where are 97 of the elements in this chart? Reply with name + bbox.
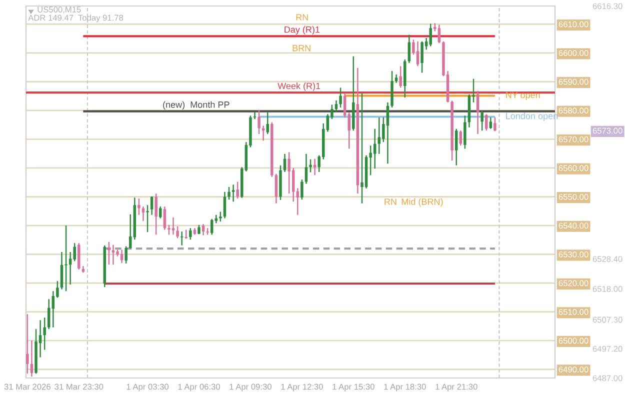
y2-tick-label: 6616.30 bbox=[592, 3, 622, 10]
candlestick bbox=[476, 90, 480, 135]
candlestick bbox=[73, 242, 76, 262]
candlestick bbox=[485, 114, 488, 132]
candlestick bbox=[150, 196, 154, 216]
candlestick bbox=[236, 181, 239, 200]
candlestick bbox=[189, 227, 192, 240]
candlestick bbox=[176, 226, 179, 239]
y-tick-label: 6600.00 bbox=[558, 50, 588, 56]
candlestick bbox=[26, 314, 29, 374]
candlestick bbox=[159, 206, 162, 219]
annotation: BRN bbox=[292, 44, 310, 52]
candlestick bbox=[138, 198, 140, 216]
candlestick bbox=[202, 223, 205, 236]
y-tick-label: 6550.00 bbox=[558, 194, 588, 200]
candlestick bbox=[304, 153, 308, 184]
annotation: RN bbox=[296, 14, 308, 20]
candlestick bbox=[180, 230, 184, 246]
candlestick bbox=[146, 204, 149, 233]
y2-tick-label: 6507.30 bbox=[592, 316, 622, 323]
x-tick-label: 31 Mar 2026 bbox=[4, 384, 50, 390]
candlestick bbox=[78, 242, 80, 270]
x-tick-label: 1 Apr 03:30 bbox=[126, 384, 169, 392]
annotation: London open bbox=[506, 112, 558, 121]
candlestick bbox=[480, 110, 484, 132]
y2-tick-label: 6528.40 bbox=[592, 256, 622, 262]
y-tick-label: 6610.00 bbox=[558, 21, 588, 28]
y-tick-label: 6560.00 bbox=[558, 165, 588, 172]
annotation: Day (R)1 bbox=[284, 26, 320, 35]
candlestick bbox=[334, 100, 338, 112]
y2-tick-label: 6573.00 bbox=[592, 128, 622, 134]
y-tick-label: 6490.00 bbox=[558, 366, 588, 372]
candlestick bbox=[228, 186, 230, 200]
candlestick bbox=[274, 173, 278, 204]
candlestick bbox=[210, 218, 214, 236]
annotation: Week (R)1 bbox=[278, 82, 320, 91]
candlestick bbox=[288, 152, 290, 194]
candlestick bbox=[108, 241, 110, 266]
candlestick bbox=[429, 23, 432, 47]
candlestick bbox=[464, 114, 466, 150]
annotation: NY open bbox=[506, 92, 540, 100]
y-tick-label: 6580.00 bbox=[558, 108, 588, 114]
candlestick bbox=[258, 109, 260, 135]
candlestick bbox=[124, 246, 128, 264]
annotation: Mid (BRN) bbox=[402, 198, 443, 207]
candlestick bbox=[399, 66, 402, 88]
x-tick-label: 1 Apr 15:30 bbox=[332, 384, 374, 392]
x-tick-label: 1 Apr 09:30 bbox=[230, 384, 272, 392]
candlestick bbox=[43, 316, 46, 350]
y2-tick-label: 6497.20 bbox=[592, 346, 622, 352]
candlestick bbox=[154, 192, 158, 236]
candlestick bbox=[52, 290, 55, 328]
annotation: RN bbox=[384, 198, 396, 205]
candlestick bbox=[373, 128, 376, 170]
candlestick bbox=[60, 251, 64, 290]
candlestick bbox=[300, 178, 304, 200]
x-tick-label: 1 Apr 18:30 bbox=[384, 384, 426, 392]
candlestick bbox=[253, 112, 256, 120]
y-tick-label: 6520.00 bbox=[558, 280, 588, 286]
candlestick bbox=[120, 249, 124, 264]
y-tick-label: 6570.00 bbox=[558, 136, 588, 142]
candlestick bbox=[232, 184, 235, 202]
candlestick bbox=[494, 116, 496, 132]
candlestick bbox=[459, 130, 462, 146]
candlestick bbox=[360, 92, 364, 204]
text: ADR 149.47 Today 91.78 bbox=[28, 14, 124, 22]
y2-tick-label: 6487.00 bbox=[592, 375, 622, 382]
y-tick-label: 6590.00 bbox=[558, 78, 588, 85]
candlestick bbox=[416, 40, 420, 67]
candlestick bbox=[339, 87, 342, 108]
candlestick bbox=[283, 153, 286, 173]
candlestick bbox=[309, 158, 312, 173]
annotation: (new) Month PP bbox=[163, 101, 230, 110]
candlestick bbox=[219, 211, 222, 222]
candlestick bbox=[454, 128, 458, 166]
candlestick bbox=[266, 112, 269, 135]
x-tick-label: 1 Apr 21:30 bbox=[436, 384, 478, 392]
candlestick bbox=[68, 251, 72, 286]
candlestick bbox=[129, 214, 132, 250]
chart-title: US500,M15 bbox=[38, 6, 81, 14]
candlestick bbox=[48, 298, 50, 330]
x-tick-label: 1 Apr 12:30 bbox=[281, 384, 323, 392]
candlestick bbox=[223, 191, 226, 219]
y-tick-label: 6500.00 bbox=[558, 338, 588, 344]
candlestick bbox=[438, 24, 441, 44]
y2-tick-label: 6518.00 bbox=[592, 286, 622, 292]
candlestick bbox=[168, 224, 170, 236]
y-tick-label: 6510.00 bbox=[558, 309, 588, 315]
candlestick bbox=[172, 216, 175, 236]
y-tick-label: 6530.00 bbox=[558, 251, 588, 258]
x-tick-label: 1 Apr 06:30 bbox=[178, 384, 220, 392]
y-tick-label: 6540.00 bbox=[558, 222, 588, 229]
x-tick-label: 31 Mar 23:30 bbox=[54, 384, 104, 390]
candlestick bbox=[163, 206, 166, 230]
candlestick bbox=[420, 40, 424, 74]
candlestick bbox=[489, 116, 492, 130]
candlestick bbox=[378, 116, 381, 155]
